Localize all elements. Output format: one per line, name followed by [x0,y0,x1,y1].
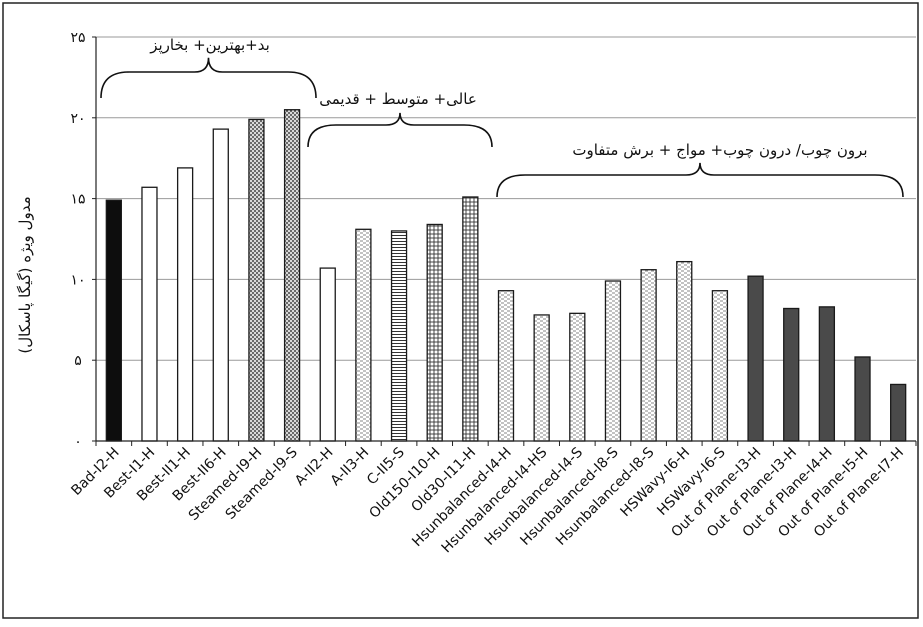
y-axis-label: مدول ویژه (گیگا پاسکال) [16,196,35,353]
group-label: عالی+ متوسط + قدیمی [319,90,477,108]
bar [890,383,907,442]
group-label: بد+بهترین+ بخارپز [149,36,270,55]
bar [497,290,515,442]
group-brace [100,57,317,99]
bar [319,267,336,442]
bar [533,314,550,442]
bar [604,280,622,442]
y-tick-label: ۰ [74,434,82,450]
gridlines [96,36,916,361]
bar [462,196,479,442]
bar [783,307,800,442]
bar [569,312,586,442]
bar [854,356,871,442]
bar [640,269,657,442]
bar [390,230,408,442]
y-tick-label: ۲۵ [70,30,85,46]
bar [426,223,443,442]
axes [95,37,917,446]
bar [212,128,229,442]
group-braces: بد+بهترین+ بخارپز عالی+ متوسط + قدیمی برون… [100,36,904,198]
bars [105,109,907,442]
bar [818,306,836,442]
group-brace [496,162,904,198]
bar [141,186,158,442]
y-tick-label: ۱۰ [70,272,85,288]
group-label: برون چوب/ درون چوب+ مواج + برش متفاوت [572,141,867,160]
bar [283,109,301,442]
bar [747,275,764,442]
bar [176,167,194,442]
bar [248,118,265,442]
bar [105,199,122,442]
group-brace [307,112,493,148]
y-tick-labels: ۰ ۵ ۱۰ ۱۵ ۲۰ ۲۵ [70,30,96,450]
bar [355,228,372,442]
y-tick-label: ۵ [74,353,82,369]
y-tick-label: ۱۵ [70,192,85,208]
y-tick-label: ۲۰ [70,111,85,127]
bar [711,290,729,442]
bar [676,260,693,442]
